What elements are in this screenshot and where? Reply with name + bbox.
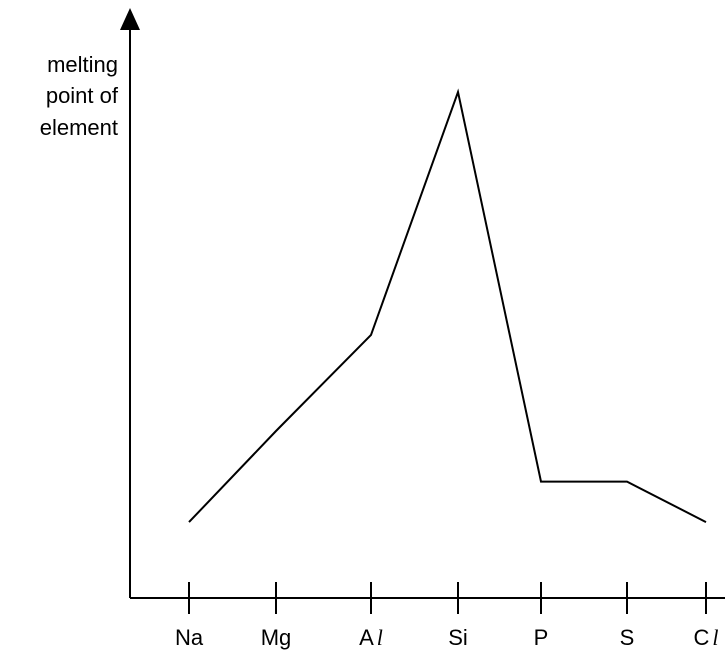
x-tick-label-mg: Mg	[261, 625, 292, 650]
melting-point-series-line	[188, 88, 707, 523]
y-axis-label-line: point of	[46, 83, 119, 108]
x-tick-label-si: Si	[448, 625, 468, 650]
x-tick-label-na: Na	[175, 625, 204, 650]
y-axis-label-line: melting	[47, 52, 118, 77]
y-axis-label: melting point of element	[40, 52, 119, 140]
x-tick-label-p: P	[534, 625, 549, 650]
x-tick-label-s: S	[620, 625, 635, 650]
y-axis-label-line: element	[40, 115, 118, 140]
x-axis-ticks	[188, 582, 707, 614]
y-axis-arrowhead	[120, 8, 140, 30]
